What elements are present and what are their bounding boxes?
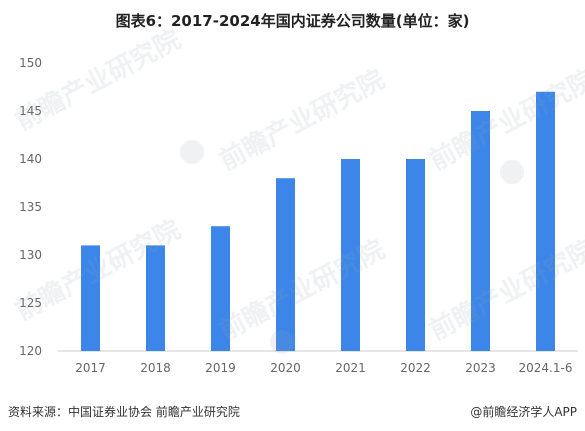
x-tick-label: 2022	[400, 361, 431, 375]
x-tick-label: 2023	[465, 361, 496, 375]
bar-2019	[211, 226, 230, 351]
bar-2022	[406, 159, 425, 351]
bar-2018	[146, 245, 165, 351]
bar-2023	[471, 111, 490, 351]
bar-2017	[81, 245, 100, 351]
footer: 资料来源：中国证券业协会 前瞻产业研究院 @前瞻经济学人APP	[8, 403, 577, 421]
credit-note: @前瞻经济学人APP	[470, 405, 577, 419]
x-tick-label: 2017	[75, 361, 106, 375]
y-tick-label: 150	[19, 56, 42, 70]
bar-2024.1-6	[536, 91, 555, 352]
x-tick-label: 2020	[270, 361, 301, 375]
source-note: 资料来源：中国证券业协会 前瞻产业研究院	[8, 405, 240, 419]
y-tick-label: 125	[19, 296, 42, 310]
y-tick-label: 140	[19, 152, 42, 166]
y-tick-label: 130	[19, 248, 42, 262]
y-tick-label: 145	[19, 104, 42, 118]
x-tick-label: 2021	[335, 361, 366, 375]
y-tick-label: 120	[19, 344, 42, 358]
x-tick-label: 2018	[140, 361, 171, 375]
bar-2020	[276, 178, 295, 351]
chart-title: 图表6：2017-2024年国内证券公司数量(单位：家)	[115, 12, 470, 30]
x-tick-label: 2024.1-6	[519, 361, 573, 375]
x-tick-label: 2019	[205, 361, 236, 375]
bar-2021	[341, 159, 360, 351]
y-tick-label: 135	[19, 200, 42, 214]
